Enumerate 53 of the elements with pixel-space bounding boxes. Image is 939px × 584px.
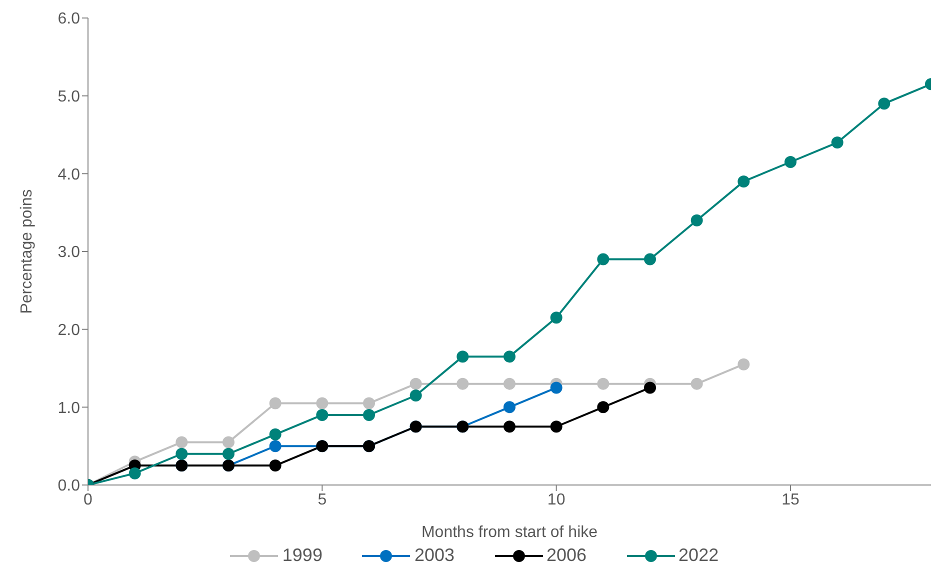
point	[269, 460, 282, 472]
y-axis-title: Percentage poins	[18, 189, 36, 314]
legend-label: 2006	[546, 545, 587, 566]
point	[738, 358, 750, 370]
point	[550, 312, 562, 324]
x-tick-label: 10	[547, 491, 566, 508]
point	[504, 420, 516, 433]
legend-label: 2022	[678, 545, 719, 566]
point	[456, 350, 469, 363]
point	[222, 448, 234, 460]
y-tick-label: 2.0	[58, 322, 80, 340]
x-axis-title: Months from start of hike	[421, 524, 598, 541]
point	[644, 382, 656, 394]
point	[597, 401, 610, 414]
point	[269, 440, 282, 452]
point	[878, 98, 890, 110]
point	[456, 378, 469, 390]
point	[363, 408, 375, 421]
point	[690, 378, 703, 390]
point	[644, 253, 656, 266]
y-tick-label: 1.0	[58, 400, 80, 417]
x-tick-label: 15	[782, 491, 800, 508]
point	[222, 436, 234, 448]
point	[504, 350, 516, 363]
point	[597, 378, 610, 390]
point	[410, 378, 422, 390]
point	[176, 448, 188, 460]
point	[269, 397, 282, 410]
y-tick-label: 3.0	[58, 244, 80, 262]
point	[410, 389, 422, 402]
point	[550, 382, 562, 394]
x-tick-label: 0	[84, 491, 93, 508]
point	[690, 214, 703, 226]
point	[128, 467, 141, 480]
point	[316, 397, 328, 410]
point	[550, 420, 562, 433]
legend-label: 1999	[282, 545, 322, 566]
legend-label: 2003	[414, 545, 454, 566]
point	[831, 136, 844, 149]
point	[269, 428, 282, 440]
point	[738, 175, 750, 188]
x-tick-label: 5	[318, 491, 327, 508]
point	[504, 401, 516, 414]
point	[504, 378, 516, 390]
point	[784, 156, 796, 168]
point	[363, 397, 375, 410]
y-tick-label: 5.0	[58, 88, 80, 106]
point	[316, 408, 328, 421]
y-tick-label: 4.0	[58, 166, 80, 184]
point	[597, 253, 610, 266]
point	[176, 436, 188, 448]
y-tick-label: 0.0	[58, 478, 80, 495]
y-tick-label: 6.0	[58, 10, 80, 28]
